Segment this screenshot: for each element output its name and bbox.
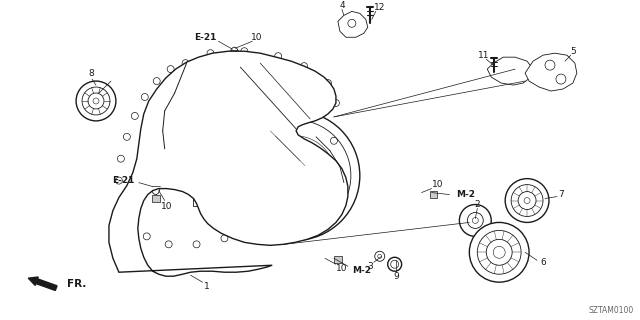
Text: 6: 6 (540, 258, 546, 267)
Text: M-2: M-2 (456, 190, 475, 199)
Text: 10: 10 (336, 264, 348, 273)
Polygon shape (487, 57, 533, 85)
Text: 8: 8 (88, 68, 94, 78)
Circle shape (230, 111, 360, 240)
Circle shape (469, 222, 529, 282)
Text: 5: 5 (570, 47, 576, 56)
Polygon shape (109, 51, 348, 276)
Text: M-2: M-2 (352, 266, 371, 275)
Text: 10: 10 (161, 202, 172, 211)
Text: 3: 3 (367, 262, 372, 271)
Polygon shape (152, 195, 160, 202)
Polygon shape (334, 256, 342, 263)
Text: SZTAM0100: SZTAM0100 (588, 306, 634, 315)
Circle shape (76, 81, 116, 121)
Text: 10: 10 (250, 33, 262, 42)
Polygon shape (193, 171, 228, 205)
Text: E-21: E-21 (112, 176, 134, 185)
Polygon shape (230, 59, 238, 66)
Text: 1: 1 (204, 282, 209, 291)
FancyArrow shape (28, 277, 57, 291)
Polygon shape (338, 12, 368, 37)
Text: FR.: FR. (67, 279, 87, 289)
Polygon shape (525, 53, 577, 91)
Text: 2: 2 (474, 200, 480, 209)
Circle shape (175, 81, 250, 157)
Text: 7: 7 (558, 190, 564, 199)
Text: 4: 4 (339, 1, 345, 10)
Text: 9: 9 (394, 272, 399, 281)
Text: 11: 11 (477, 51, 489, 60)
Text: 10: 10 (432, 180, 444, 189)
Circle shape (375, 251, 385, 261)
Circle shape (460, 204, 492, 236)
Text: 12: 12 (374, 3, 385, 12)
Text: E-21: E-21 (195, 33, 217, 42)
Circle shape (505, 179, 549, 222)
Circle shape (388, 257, 402, 271)
Polygon shape (429, 191, 438, 197)
